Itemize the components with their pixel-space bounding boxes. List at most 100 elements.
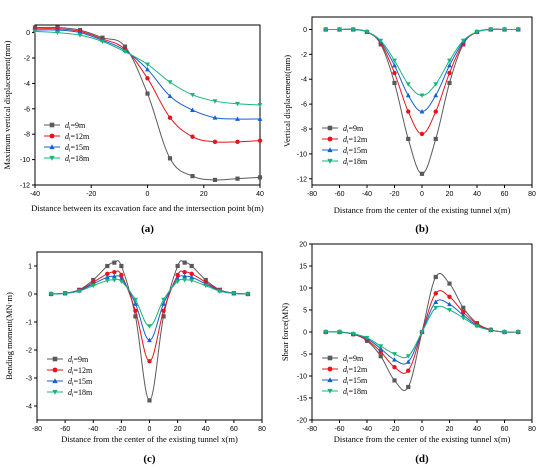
y-tick-label: -6 bbox=[301, 102, 307, 109]
data-point bbox=[175, 279, 181, 284]
data-point bbox=[182, 278, 188, 283]
y-tick-label: -10 bbox=[297, 374, 307, 381]
y-tick-label: -4 bbox=[301, 77, 307, 84]
data-point bbox=[447, 58, 452, 64]
y-tick-label: 15 bbox=[299, 264, 307, 271]
data-point bbox=[392, 378, 397, 383]
x-tick-label: 40 bbox=[473, 191, 481, 198]
y-axis-label: Maximum vertical displacement(mm) bbox=[2, 40, 12, 169]
x-axis-label: Distance from the center of the existing… bbox=[334, 205, 511, 215]
data-point bbox=[392, 70, 397, 76]
series-line-15m bbox=[34, 29, 261, 120]
data-point bbox=[323, 330, 329, 335]
data-point bbox=[133, 314, 138, 319]
data-point bbox=[189, 278, 195, 284]
y-tick-label: -4 bbox=[24, 81, 30, 88]
data-point bbox=[145, 91, 150, 96]
data-point bbox=[364, 335, 370, 341]
data-point bbox=[405, 359, 411, 364]
data-point bbox=[461, 305, 466, 310]
x-tick-label: 60 bbox=[230, 426, 238, 433]
x-tick-label: -60 bbox=[334, 191, 344, 198]
data-point bbox=[147, 337, 152, 343]
data-point bbox=[460, 316, 466, 321]
y-tick-label: 5 bbox=[303, 308, 307, 315]
y-tick-label: -2 bbox=[24, 56, 30, 63]
data-point bbox=[419, 171, 425, 176]
data-point bbox=[433, 274, 438, 280]
data-point bbox=[48, 292, 54, 297]
data-point bbox=[447, 308, 452, 313]
data-point bbox=[147, 398, 152, 403]
data-point bbox=[502, 27, 507, 32]
x-tick-label: 80 bbox=[258, 426, 266, 433]
data-point bbox=[175, 263, 180, 269]
data-point bbox=[90, 283, 96, 289]
y-tick-label: -15 bbox=[297, 396, 307, 403]
legend-entry: di=9m bbox=[68, 355, 89, 366]
legend-entry: di=15m bbox=[65, 143, 90, 154]
data-point bbox=[161, 308, 166, 314]
data-point bbox=[257, 116, 263, 121]
data-point bbox=[245, 292, 251, 297]
data-point bbox=[461, 309, 466, 315]
data-point bbox=[189, 271, 194, 277]
legend-entry: di=15m bbox=[343, 146, 368, 157]
y-tick-label: -10 bbox=[20, 157, 30, 164]
data-point bbox=[112, 260, 117, 265]
y-axis-label: Vertical displacement(mm) bbox=[282, 55, 292, 147]
x-tick-label: 0 bbox=[420, 426, 424, 433]
legend-marker bbox=[52, 356, 58, 362]
data-point bbox=[378, 344, 384, 349]
legend-marker bbox=[327, 355, 333, 361]
data-point bbox=[337, 330, 342, 335]
data-point bbox=[190, 92, 195, 98]
data-point bbox=[406, 136, 411, 142]
data-point bbox=[167, 156, 173, 161]
y-tick-label: 20 bbox=[299, 242, 307, 249]
data-point bbox=[515, 27, 521, 32]
data-point bbox=[133, 297, 138, 303]
x-tick-label: 80 bbox=[528, 426, 536, 433]
legend-entry: di=12m bbox=[343, 135, 368, 146]
data-point bbox=[447, 80, 452, 86]
data-point bbox=[118, 279, 124, 284]
legend-marker bbox=[327, 136, 333, 142]
data-point bbox=[406, 384, 411, 390]
x-tick-label: 60 bbox=[501, 191, 509, 198]
data-point bbox=[405, 354, 411, 359]
x-tick-label: -20 bbox=[116, 426, 126, 433]
y-tick-label: -8 bbox=[301, 127, 307, 134]
data-point bbox=[175, 276, 181, 281]
data-point bbox=[167, 80, 173, 85]
x-tick-label: 40 bbox=[202, 426, 210, 433]
x-axis-label: Distance from the center of the existing… bbox=[334, 434, 511, 444]
data-point bbox=[447, 70, 452, 76]
data-point bbox=[433, 299, 439, 304]
data-point bbox=[323, 27, 329, 32]
x-tick-label: -80 bbox=[32, 426, 42, 433]
data-point bbox=[350, 27, 356, 32]
data-point bbox=[111, 278, 117, 283]
data-point bbox=[55, 30, 60, 36]
data-point bbox=[337, 27, 342, 32]
y-tick-label: 0 bbox=[303, 27, 307, 34]
data-point bbox=[474, 30, 480, 35]
data-point bbox=[257, 138, 263, 143]
legend-entry: di=15m bbox=[343, 376, 368, 387]
legend-entry: di=12m bbox=[68, 366, 93, 377]
data-point bbox=[91, 277, 96, 283]
x-tick-label: -20 bbox=[389, 191, 399, 198]
data-point bbox=[378, 349, 383, 355]
data-point bbox=[145, 66, 150, 72]
data-point bbox=[405, 82, 411, 87]
data-point bbox=[100, 39, 105, 45]
data-point bbox=[167, 93, 173, 99]
data-point bbox=[378, 354, 383, 359]
x-tick-label: 20 bbox=[446, 426, 454, 433]
legend-entry: di=18m bbox=[343, 157, 368, 168]
x-tick-label: 20 bbox=[446, 191, 454, 198]
series-line-12m bbox=[51, 270, 248, 362]
data-point bbox=[182, 260, 187, 265]
